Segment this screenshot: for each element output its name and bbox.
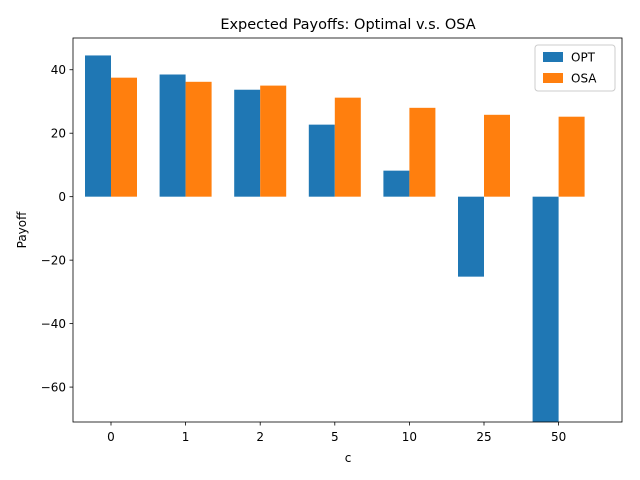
- bar-osa-5: [334, 97, 361, 197]
- x-tick-label: 5: [331, 430, 339, 444]
- x-tick-label: 10: [402, 430, 417, 444]
- x-tick-label: 1: [182, 430, 190, 444]
- y-tick-label: 40: [51, 63, 66, 77]
- x-tick-label: 2: [256, 430, 264, 444]
- bar-osa-2: [260, 85, 287, 197]
- bar-osa-10: [409, 107, 436, 197]
- x-tick-label: 0: [107, 430, 115, 444]
- legend-label-osa: OSA: [571, 72, 597, 86]
- x-axis-label: c: [345, 451, 352, 465]
- legend-label-opt: OPT: [571, 51, 596, 65]
- x-tick-label: 50: [551, 430, 566, 444]
- bar-opt-25: [458, 196, 484, 277]
- bar-opt-0: [85, 55, 111, 197]
- bars-group: [85, 55, 585, 422]
- bar-osa-0: [111, 77, 137, 197]
- chart-title: Expected Payoffs: Optimal v.s. OSA: [220, 17, 475, 33]
- bar-osa-50: [558, 116, 585, 197]
- y-tick-label: 20: [51, 127, 66, 141]
- legend-swatch-osa: [543, 73, 563, 83]
- legend: OPT OSA: [534, 44, 616, 92]
- bar-opt-1: [159, 74, 186, 197]
- bar-opt-5: [308, 124, 335, 197]
- bar-opt-2: [234, 89, 261, 197]
- x-tick-label: 25: [476, 430, 491, 444]
- bar-osa-1: [185, 81, 212, 197]
- y-axis-label: Payoff: [15, 211, 29, 248]
- y-tick-label: −40: [41, 317, 66, 331]
- bar-osa-25: [484, 114, 510, 197]
- y-tick-label: −60: [41, 380, 66, 394]
- legend-swatch-opt: [543, 52, 563, 62]
- bar-opt-50: [532, 196, 559, 422]
- bar-opt-10: [383, 170, 410, 197]
- y-tick-label: 0: [58, 190, 66, 204]
- plot-frame: [72, 37, 623, 423]
- y-tick-label: −20: [41, 253, 66, 267]
